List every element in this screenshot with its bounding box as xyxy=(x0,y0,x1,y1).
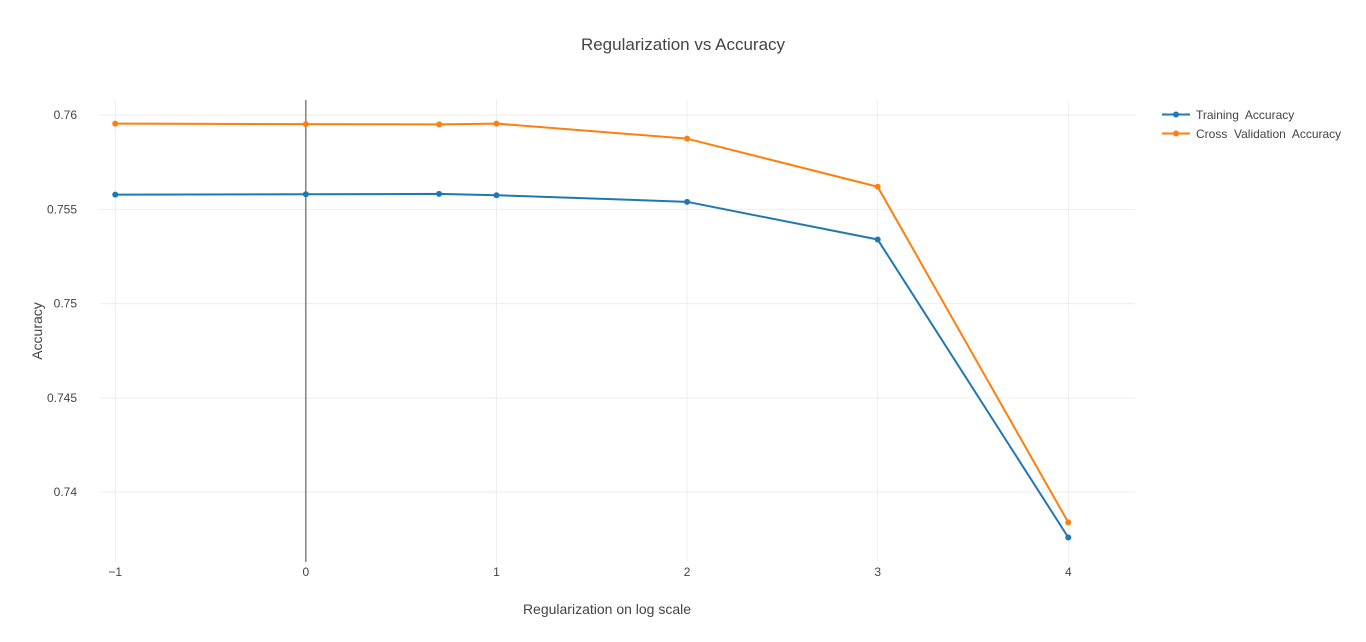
data-point xyxy=(874,236,881,243)
legend-swatch-marker xyxy=(1173,130,1179,137)
series-line-1 xyxy=(115,122,1070,523)
y-tick-label: 0.76 xyxy=(54,108,78,122)
chart-title: Regularization vs Accuracy xyxy=(581,35,786,54)
data-point xyxy=(302,121,309,128)
legend-label: Training Accuracy xyxy=(1196,108,1294,122)
data-point xyxy=(684,135,691,142)
data-point xyxy=(112,191,119,198)
x-tick-label: 4 xyxy=(1065,565,1072,579)
data-point xyxy=(1065,519,1072,526)
x-tick-label: 1 xyxy=(493,565,500,579)
plot-area xyxy=(112,120,1072,541)
x-tick-label: −1 xyxy=(108,565,122,579)
y-tick-label: 0.745 xyxy=(47,391,77,405)
series-line-0 xyxy=(115,192,1070,539)
y-tick-label: 0.755 xyxy=(47,202,77,216)
data-point xyxy=(684,198,691,205)
y-tick-label: 0.74 xyxy=(54,485,78,499)
data-point xyxy=(1065,534,1072,541)
tick-labels: −1 0 1 2 3 4 0.74 0.745 0.75 0.755 0.76 xyxy=(47,108,1072,579)
legend-swatch-marker xyxy=(1173,111,1179,118)
legend-label: Cross Validation Accuracy xyxy=(1196,127,1341,141)
data-point xyxy=(436,121,443,128)
y-tick-label: 0.75 xyxy=(54,297,78,311)
x-tick-label: 2 xyxy=(684,565,691,579)
x-axis-title: Regularization on log scale xyxy=(523,601,691,617)
legend-item-training[interactable]: Training Accuracy xyxy=(1162,108,1294,122)
data-point xyxy=(493,120,500,127)
y-axis-title: Accuracy xyxy=(29,302,45,360)
data-point xyxy=(493,192,500,199)
legend[interactable]: Training Accuracy Cross Validation Accur… xyxy=(1162,108,1341,141)
legend-item-cross-validation[interactable]: Cross Validation Accuracy xyxy=(1162,127,1341,141)
data-point xyxy=(436,190,443,197)
x-tick-label: 3 xyxy=(874,565,881,579)
grid xyxy=(100,100,1135,562)
data-point xyxy=(302,191,309,198)
data-point xyxy=(112,120,119,127)
x-tick-label: 0 xyxy=(303,565,310,579)
data-point xyxy=(874,183,881,190)
